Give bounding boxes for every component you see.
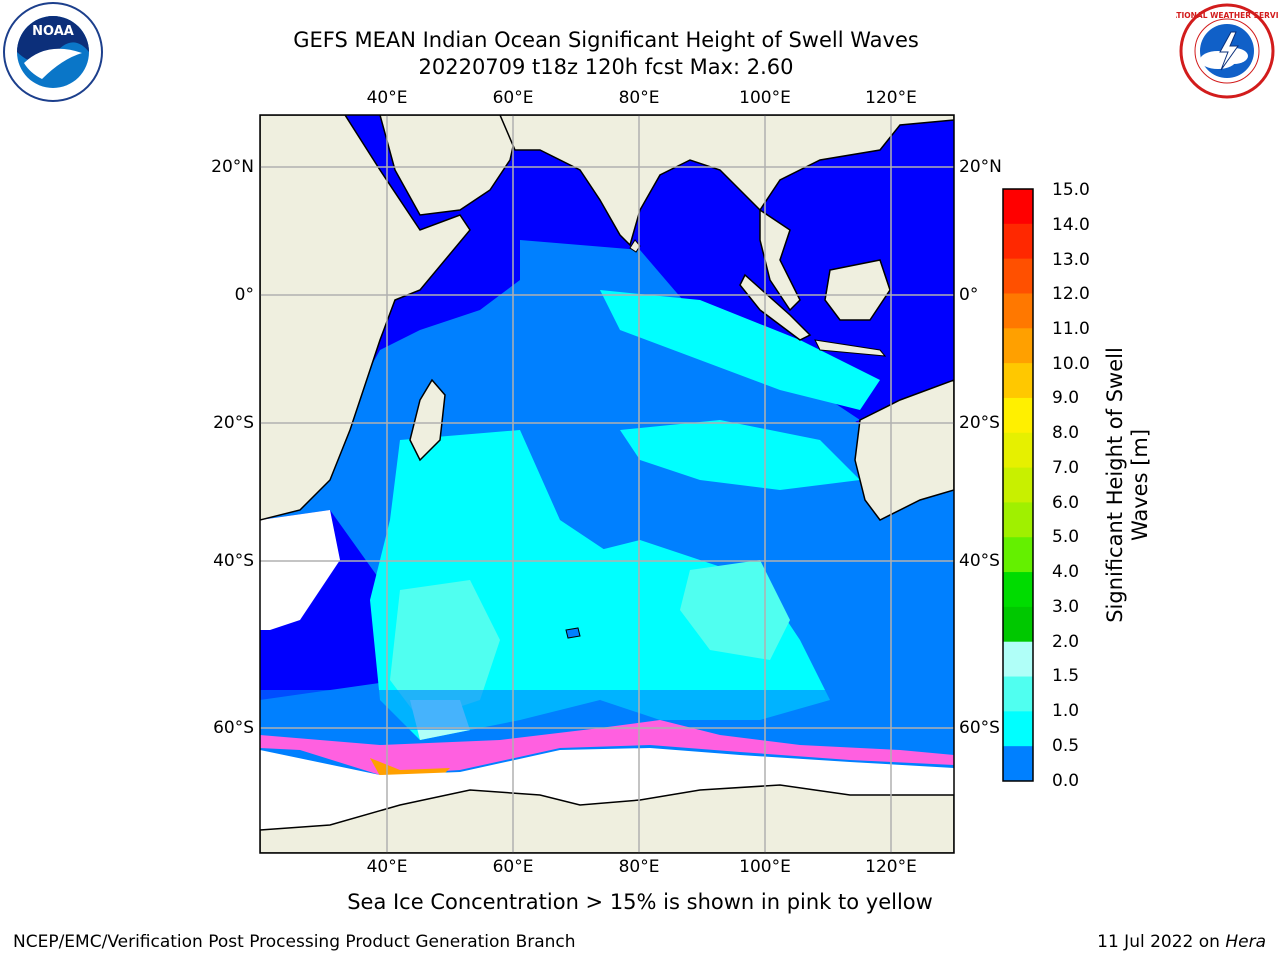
lon-tick-top-120e: 120°E <box>865 88 917 108</box>
southwest-white-area <box>260 510 340 630</box>
colorbar-swatch <box>1003 502 1033 538</box>
sumatra-land <box>739 273 812 341</box>
colorbar-swatch <box>1003 572 1033 608</box>
colorbar-swatch <box>1003 641 1033 678</box>
colorbar-label: 8.0 <box>1052 423 1080 444</box>
borneo-land <box>824 259 891 321</box>
colorbar-swatch <box>1003 328 1033 364</box>
colorbar-label: 4.0 <box>1052 562 1080 583</box>
lon-tick-bottom-60e: 60°E <box>492 857 534 877</box>
colorbar-swatch <box>1003 223 1033 260</box>
sea-ice-band <box>260 720 954 775</box>
colorbar-label: 15.0 <box>1052 180 1090 200</box>
map-subtitle: 20220709 t18z 120h fcst Max: 2.60 <box>418 55 794 79</box>
lat-tick-left-0: 0° <box>234 285 254 305</box>
lon-tick-bottom-120e: 120°E <box>865 857 917 877</box>
colorbar-swatch <box>1003 189 1033 225</box>
colorbar-label: 6.0 <box>1052 492 1080 513</box>
lat-tick-left-60s: 60°S <box>213 718 254 738</box>
colorbar-label: 5.0 <box>1052 527 1080 548</box>
lat-tick-right-20n: 20°N <box>959 157 1002 177</box>
footer-branch: NCEP/EMC/Verification Post Processing Pr… <box>13 932 576 952</box>
colorbar-label: 1.0 <box>1052 701 1080 722</box>
colorbar-swatch <box>1003 537 1033 573</box>
colorbar-swatch <box>1003 293 1033 329</box>
colorbar-label: 10.0 <box>1052 353 1090 374</box>
equatorial-cyan-band <box>600 290 880 410</box>
lat-tick-left-20n: 20°N <box>211 157 254 177</box>
lon-tick-top-40e: 40°E <box>366 88 408 108</box>
noaa-logo-icon: NOAA <box>3 2 103 102</box>
lon-tick-top-80e: 80°E <box>618 88 660 108</box>
lat-tick-right-20s: 20°S <box>959 413 1000 433</box>
colorbar <box>1002 188 1034 782</box>
java-land <box>814 339 887 357</box>
colorbar-label: 12.0 <box>1052 284 1090 305</box>
lat-tick-right-0: 0° <box>959 285 979 305</box>
lon-tick-top-60e: 60°E <box>492 88 534 108</box>
sea-ice-high-patch <box>370 758 450 778</box>
colorbar-swatch <box>1003 676 1033 712</box>
lon-tick-bottom-80e: 80°E <box>618 857 660 877</box>
map-title: GEFS MEAN Indian Ocean Significant Heigh… <box>293 28 919 52</box>
light-cyan-patch-east <box>680 560 790 660</box>
colorbar-label: 14.0 <box>1052 214 1090 235</box>
colorbar-label: 1.5 <box>1052 666 1080 687</box>
lat-tick-right-40s: 40°S <box>959 551 1000 571</box>
footer-date: 11 Jul 2022 on Hera <box>1097 932 1266 952</box>
footer-date-text: 11 Jul 2022 on <box>1097 932 1226 952</box>
colorbar-label: 3.0 <box>1052 596 1080 617</box>
colorbar-label: 0.5 <box>1052 735 1080 756</box>
colorbar-swatch <box>1003 432 1033 469</box>
lon-tick-bottom-40e: 40°E <box>366 857 408 877</box>
footer-machine: Hera <box>1225 932 1266 952</box>
colorbar-frame <box>1002 188 1034 782</box>
sea-ice-caption: Sea Ice Concentration > 15% is shown in … <box>347 890 933 914</box>
lat-tick-left-40s: 40°S <box>213 551 254 571</box>
colorbar-label: 7.0 <box>1052 457 1080 478</box>
colorbar-swatch <box>1003 606 1033 643</box>
colorbar-swatch <box>1003 467 1033 503</box>
colorbar-label: 2.0 <box>1052 631 1080 652</box>
colorbar-swatch <box>1003 363 1033 399</box>
colorbar-label: 13.0 <box>1052 249 1090 270</box>
lat-tick-right-60s: 60°S <box>959 718 1000 738</box>
nws-logo-text: NATIONAL WEATHER SERVICE <box>1176 11 1278 20</box>
colorbar-title: Significant Height of Swell Waves [m] <box>1103 347 1153 623</box>
lat-tick-left-20s: 20°S <box>213 413 254 433</box>
map-gridlines <box>260 115 954 853</box>
colorbar-swatch <box>1003 397 1033 434</box>
colorbar-label: 9.0 <box>1052 388 1080 409</box>
colorbar-swatches <box>1003 189 1033 782</box>
nws-logo-icon: NATIONAL WEATHER SERVICE <box>1176 3 1278 99</box>
africa-land <box>260 115 471 521</box>
colorbar-swatch <box>1003 746 1033 782</box>
colorbar-label: 11.0 <box>1052 319 1090 339</box>
australia-land <box>854 379 954 521</box>
madagascar-land <box>409 378 446 462</box>
map-frame <box>259 114 955 854</box>
colorbar-swatch <box>1003 711 1033 747</box>
colorbar-swatch <box>1003 258 1033 294</box>
central-cyan-region <box>620 420 860 490</box>
noaa-logo-text: NOAA <box>32 24 74 39</box>
colorbar-label: 0.0 <box>1052 770 1080 791</box>
colorbar-title-line2: Waves [m] <box>1128 428 1152 542</box>
asia-land <box>499 115 954 247</box>
kerguelen-island <box>565 627 581 639</box>
antarctica-land <box>260 784 954 853</box>
lon-tick-top-100e: 100°E <box>739 88 791 108</box>
light-cyan-patch-west <box>390 580 500 720</box>
colorbar-title-line1: Significant Height of Swell <box>1103 347 1127 623</box>
lon-tick-bottom-100e: 100°E <box>739 857 791 877</box>
southeast-asia-land <box>759 208 801 312</box>
